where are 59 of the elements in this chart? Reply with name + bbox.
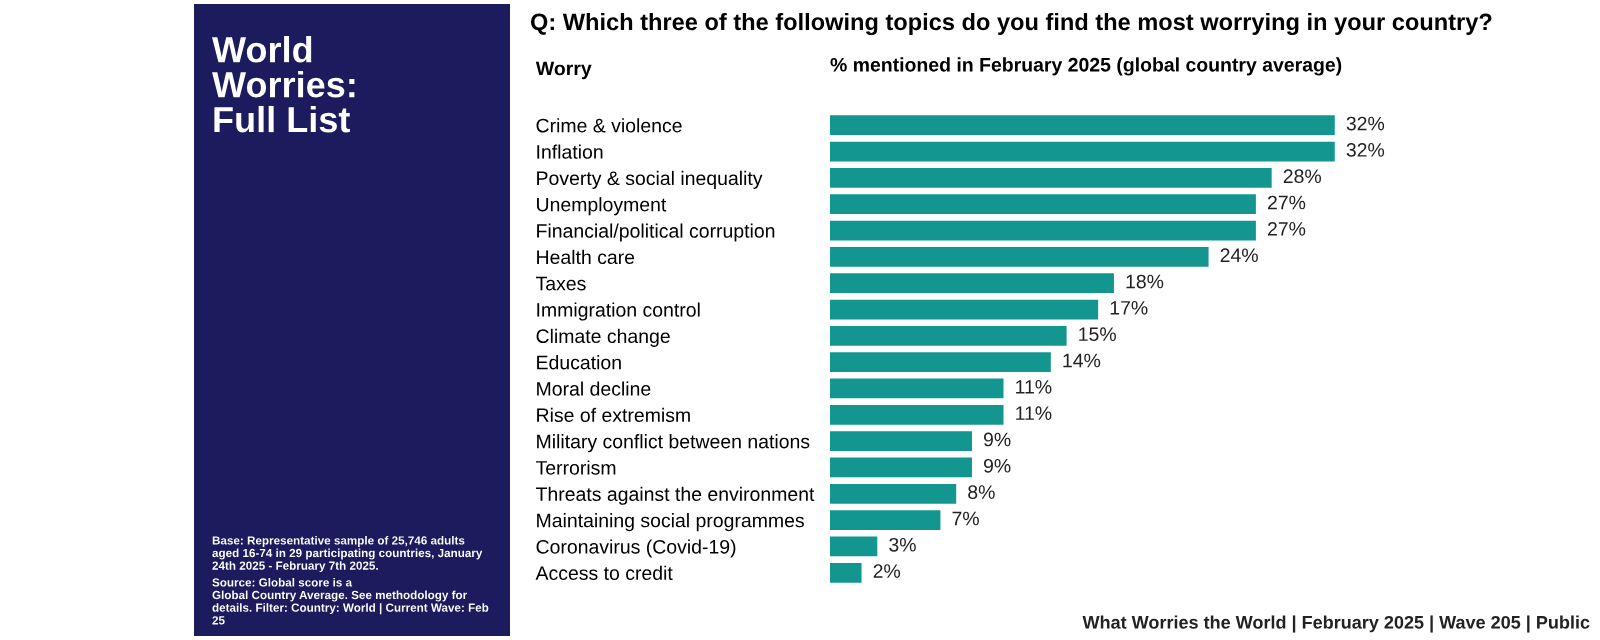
data-label: 7%: [952, 511, 979, 526]
bar: [830, 168, 1272, 188]
data-label: 9%: [983, 432, 1011, 447]
data-label: 15%: [1079, 327, 1116, 342]
text: World Worries: Full List: [212, 36, 355, 133]
bar: [830, 325, 1067, 346]
y-tick-label: Threats against the environment: [535, 486, 815, 505]
y-tick-label: Poverty & social inequality: [537, 170, 763, 189]
data-label: 27%: [1267, 195, 1306, 210]
y-tick-label: Climate change: [536, 328, 670, 347]
data-label: 32%: [1346, 143, 1385, 157]
data-label: 14%: [1063, 353, 1101, 368]
y-axis-title: Worry: [535, 61, 592, 80]
data-label: 28%: [1283, 169, 1321, 184]
y-tick-label: Unemployment: [537, 197, 667, 216]
y-tick-label: Maintaining social programmes: [537, 513, 804, 532]
bar: [830, 246, 1209, 267]
data-label: 11%: [1016, 406, 1052, 420]
bar: [830, 431, 972, 452]
data-label: 11%: [1016, 380, 1052, 394]
data-label: 32%: [1346, 116, 1385, 131]
bar: [830, 510, 941, 530]
bar: [830, 378, 1004, 399]
bar: [830, 141, 1335, 162]
bar: [830, 483, 957, 504]
data-label: 24%: [1220, 248, 1258, 263]
y-tick-label: Moral decline: [537, 381, 651, 396]
data-label: 3%: [889, 537, 916, 552]
y-tick-label: Crime & violence: [536, 118, 682, 133]
data-label: 27%: [1267, 221, 1306, 236]
bar: [830, 115, 1335, 136]
bar: [830, 562, 862, 583]
y-tick-label: Rise of extremism: [537, 407, 690, 423]
bar: [830, 220, 1256, 241]
data-label: 2%: [873, 564, 901, 578]
data-label: 18%: [1126, 274, 1164, 289]
y-tick-label: Taxes: [535, 276, 586, 291]
x-axis-title: % mentioned in February 2025 (global country average): [830, 57, 1342, 76]
bar: [830, 536, 878, 557]
data-label: 9%: [983, 458, 1011, 473]
bar: [830, 404, 1004, 425]
bar: [830, 352, 1051, 373]
data-label: 17%: [1110, 301, 1148, 315]
y-tick-label: Military conflict between nations: [537, 434, 810, 453]
y-tick-label: Coronavirus (Covid-19): [536, 539, 736, 558]
y-tick-label: Financial/political corruption: [537, 223, 775, 242]
y-tick-label: Education: [537, 355, 621, 370]
text: What Worries the World | February 2025 | Wave 205 | Public: [1082, 615, 1590, 633]
bar: [830, 273, 1114, 294]
y-tick-label: Inflation: [537, 144, 603, 159]
bar: [830, 457, 972, 478]
y-tick-label: Immigration control: [537, 302, 700, 321]
y-tick-label: Access to credit: [535, 565, 673, 580]
y-tick-label: Terrorism: [535, 460, 616, 475]
y-tick-label: Health care: [537, 249, 635, 265]
chart-title: Q: Which three of the following topics do you find the most worrying in your country?: [530, 12, 1492, 36]
data-label: 8%: [968, 485, 995, 500]
bar: [830, 194, 1256, 215]
bar: [830, 299, 1099, 320]
